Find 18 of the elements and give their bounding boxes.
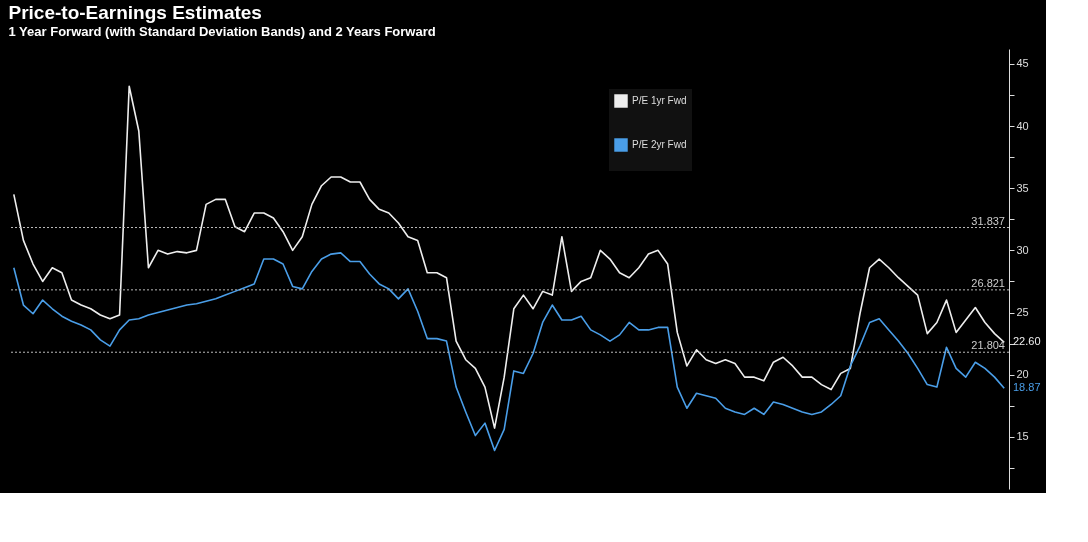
line-series (13, 85, 1005, 429)
ref-line-label: 31.837 (971, 214, 1005, 227)
y-tick-label: 25 (1016, 306, 1029, 318)
line-series (13, 252, 1005, 452)
chart-title: Price-to-Earnings Estimates (8, 2, 262, 23)
legend-label: P/E 2yr Fwd (632, 139, 687, 150)
text: 22.60 (1013, 335, 1041, 348)
y-tick-label: 30 (1016, 243, 1029, 256)
y-tick-label: 20 (1016, 368, 1029, 381)
y-tick-label: 35 (1016, 181, 1029, 194)
text: 18.87 (1013, 381, 1041, 394)
ref-line-label: 21.804 (971, 339, 1005, 352)
y-tick-label: 40 (1016, 119, 1029, 132)
chart-subtitle: 1 Year Forward (with Standard Deviation Bands) and 2 Years Forward (8, 24, 436, 39)
y-tick-label: 15 (1016, 430, 1029, 443)
y-tick-label: 45 (1016, 57, 1029, 70)
legend-label: P/E 1yr Fwd (632, 95, 687, 106)
ref-line-label: 26.821 (971, 276, 1005, 289)
